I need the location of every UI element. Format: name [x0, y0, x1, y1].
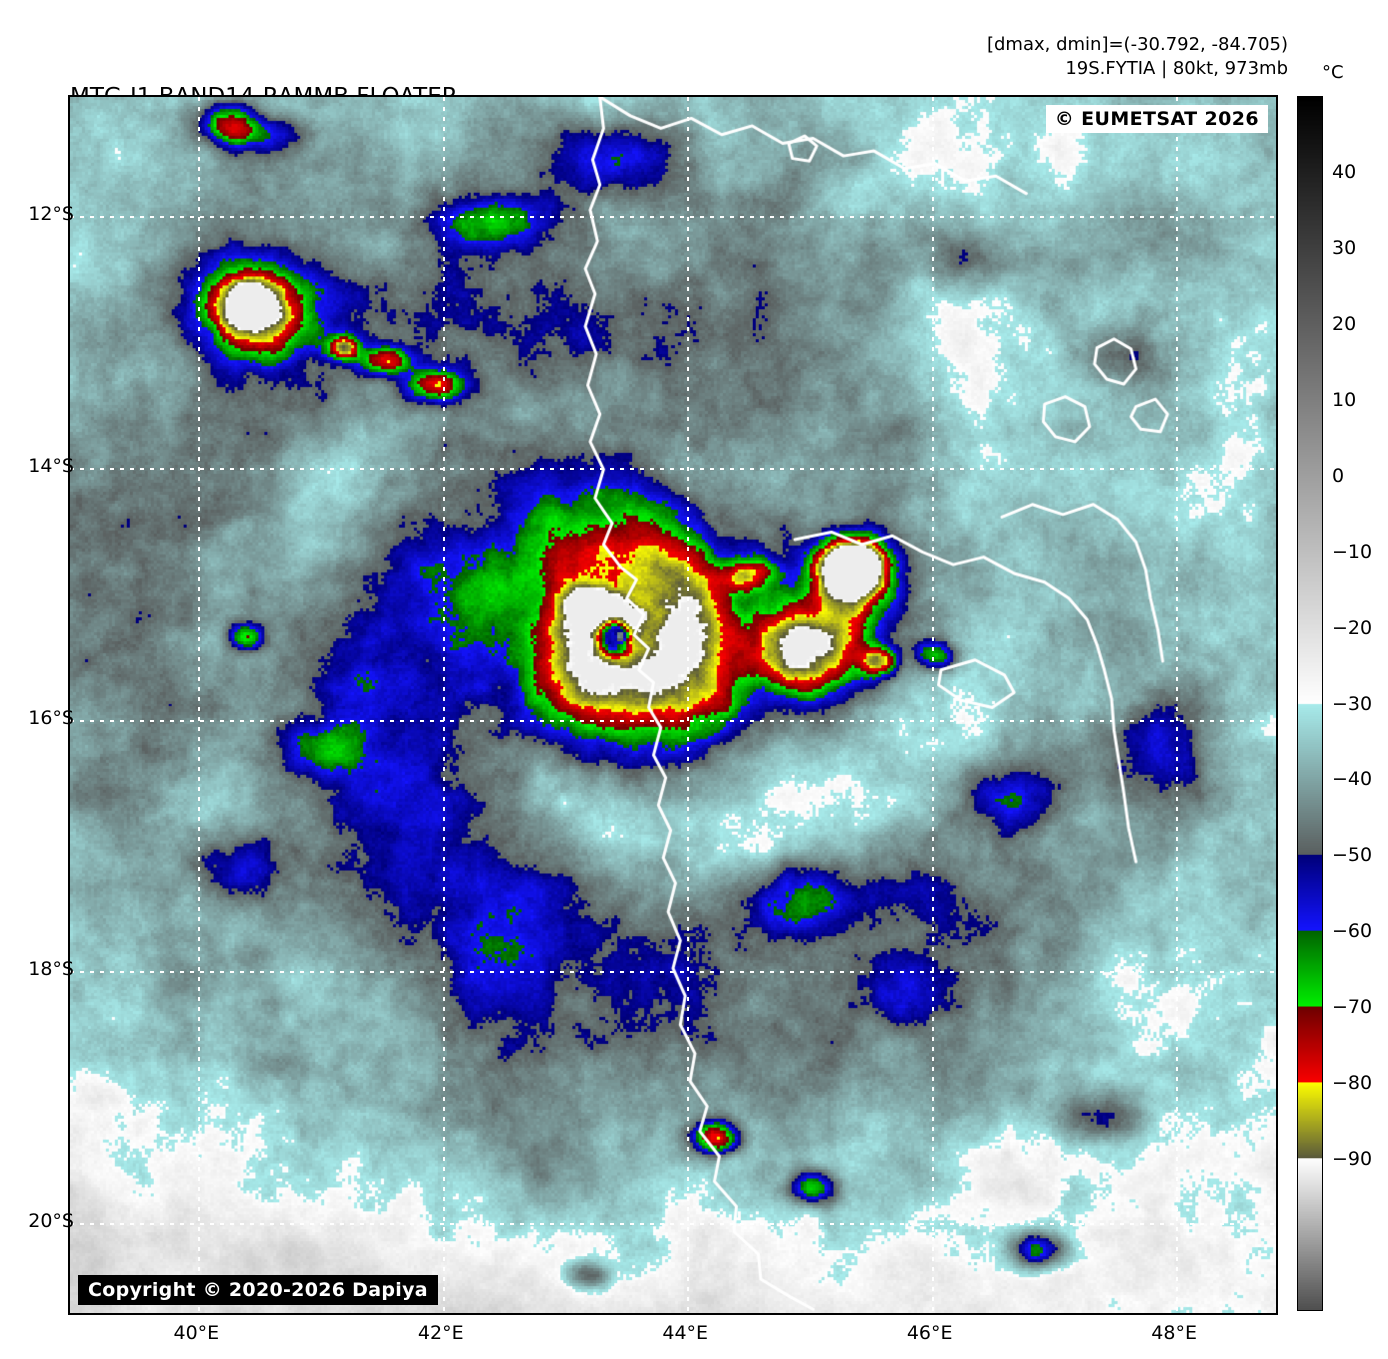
colorbar-tick-label: −60	[1332, 920, 1373, 943]
colorbar-tick-label: −30	[1332, 692, 1373, 715]
colorbar-unit-label: °C	[1322, 62, 1344, 83]
satellite-image-plot[interactable]: © EUMETSAT 2026 Copyright © 2020-2026 Da…	[68, 95, 1278, 1315]
lat-tick-label: 14°S	[28, 455, 74, 478]
colorbar-tick-label: 10	[1332, 388, 1357, 411]
temperature-colorbar[interactable]	[1297, 96, 1323, 1311]
lon-tick-label: 44°E	[662, 1322, 709, 1344]
colorbar-tick-label: 0	[1332, 464, 1345, 487]
lat-tick-label: 20°S	[28, 1209, 74, 1232]
lon-tick-label: 48°E	[1151, 1322, 1197, 1344]
colorbar-tick-label: −80	[1332, 1072, 1373, 1095]
dapiya-copyright-badge: Copyright © 2020-2026 Dapiya	[78, 1275, 438, 1305]
colorbar-tick-label: −10	[1332, 540, 1373, 563]
lat-tick-label: 16°S	[28, 706, 74, 729]
metadata-block: [dmax, dmin]=(-30.792, -84.705) 19S.FYTI…	[987, 33, 1288, 81]
colorbar-tick-label: −90	[1332, 1148, 1373, 1171]
storm-info-text: 19S.FYTIA | 80kt, 973mb	[1065, 58, 1288, 79]
lat-tick-label: 12°S	[28, 203, 74, 226]
colorbar-tick-label: 30	[1332, 236, 1357, 259]
data-range-text: [dmax, dmin]=(-30.792, -84.705)	[986, 34, 1288, 55]
lon-tick-label: 40°E	[173, 1322, 220, 1344]
lon-tick-label: 46°E	[906, 1322, 953, 1344]
lon-tick-label: 42°E	[417, 1322, 464, 1344]
colorbar-tick-label: 20	[1332, 312, 1357, 335]
lat-tick-label: 18°S	[28, 958, 74, 981]
colorbar-tick-label: −50	[1332, 844, 1373, 867]
eumetsat-copyright-badge: © EUMETSAT 2026	[1045, 105, 1268, 133]
infrared-imagery-canvas	[70, 97, 1276, 1313]
colorbar-tick-label: −70	[1332, 996, 1373, 1019]
colorbar-tick-label: −40	[1332, 768, 1373, 791]
colorbar-tick-label: −20	[1332, 616, 1373, 639]
colorbar-tick-label: 40	[1332, 160, 1357, 183]
